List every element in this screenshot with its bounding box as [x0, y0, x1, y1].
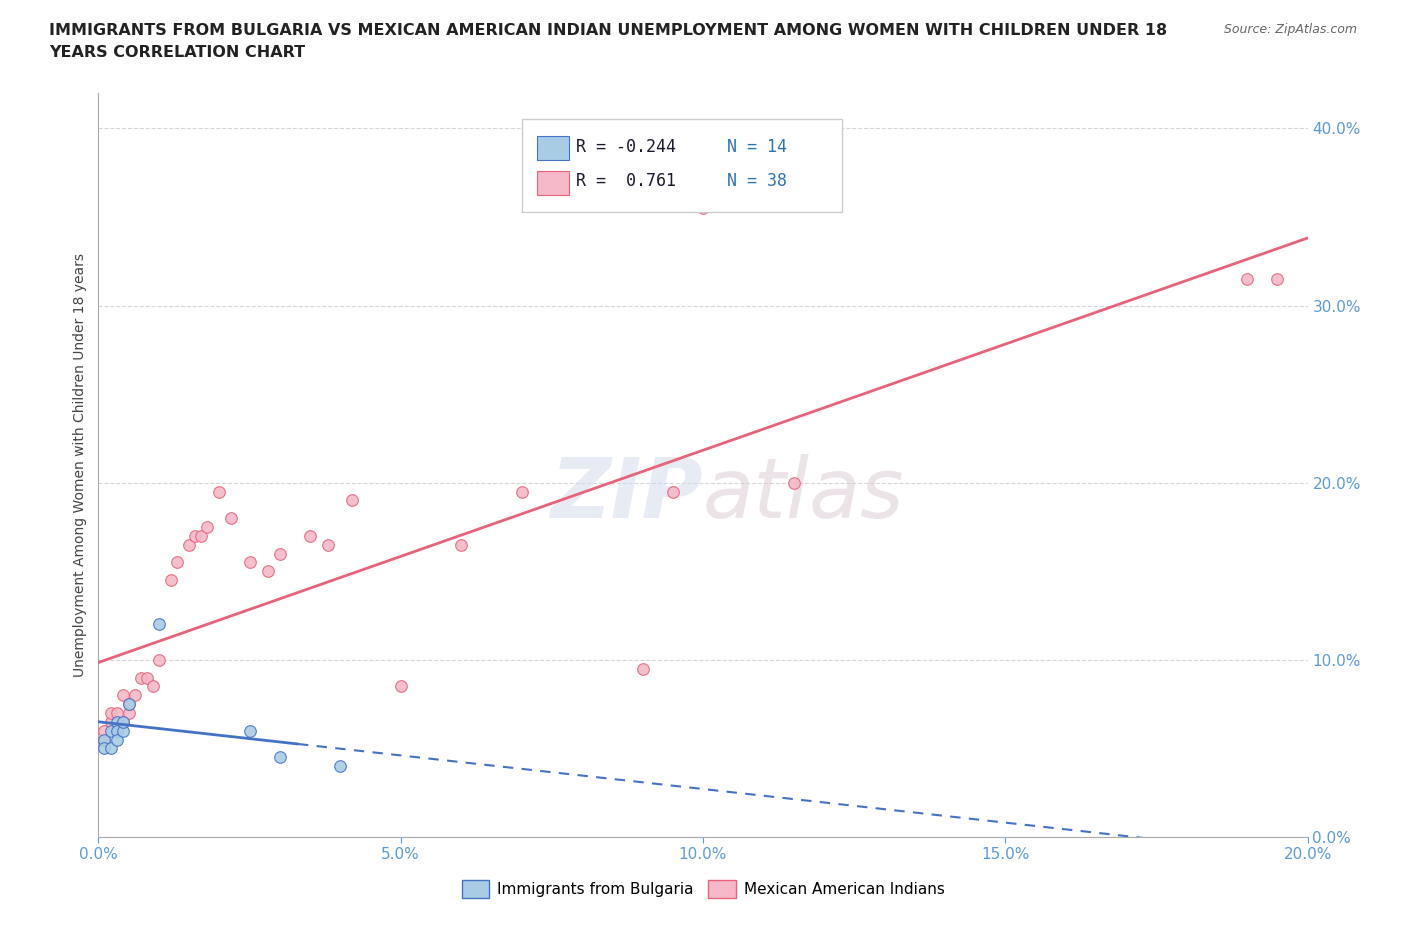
Y-axis label: Unemployment Among Women with Children Under 18 years: Unemployment Among Women with Children U…	[73, 253, 87, 677]
Text: N = 14: N = 14	[727, 138, 787, 155]
Point	[208, 485, 231, 499]
Point	[129, 671, 152, 685]
Text: Source: ZipAtlas.com: Source: ZipAtlas.com	[1223, 23, 1357, 36]
Text: ZIP: ZIP	[550, 454, 703, 536]
Point	[111, 714, 134, 729]
Point	[239, 724, 262, 738]
Point	[148, 653, 170, 668]
Text: N = 38: N = 38	[727, 172, 787, 190]
Point	[692, 201, 714, 216]
Point	[269, 546, 291, 561]
Point	[100, 714, 122, 729]
Point	[105, 714, 128, 729]
Point	[118, 697, 141, 711]
FancyBboxPatch shape	[537, 136, 569, 160]
Point	[299, 528, 322, 543]
Text: R = -0.244: R = -0.244	[576, 138, 676, 155]
Point	[389, 679, 412, 694]
Text: IMMIGRANTS FROM BULGARIA VS MEXICAN AMERICAN INDIAN UNEMPLOYMENT AMONG WOMEN WIT: IMMIGRANTS FROM BULGARIA VS MEXICAN AMER…	[49, 23, 1167, 38]
Point	[105, 724, 128, 738]
Point	[329, 759, 352, 774]
Point	[661, 485, 683, 499]
Point	[195, 520, 218, 535]
Point	[142, 679, 165, 694]
Point	[450, 538, 472, 552]
Point	[190, 528, 212, 543]
Point	[783, 475, 806, 490]
Point	[269, 750, 291, 764]
Point	[100, 741, 122, 756]
Point	[124, 688, 146, 703]
Point	[111, 688, 134, 703]
Point	[179, 538, 201, 552]
Point	[93, 732, 115, 747]
Point	[105, 732, 128, 747]
Point	[93, 732, 115, 747]
FancyBboxPatch shape	[522, 119, 842, 212]
Point	[1236, 272, 1258, 286]
Point	[1267, 272, 1289, 286]
Point	[105, 706, 128, 721]
Point	[256, 564, 278, 578]
Text: YEARS CORRELATION CHART: YEARS CORRELATION CHART	[49, 45, 305, 60]
Point	[221, 511, 243, 525]
Point	[148, 617, 170, 631]
Point	[166, 555, 188, 570]
Point	[239, 555, 262, 570]
Point	[93, 724, 115, 738]
Point	[316, 538, 339, 552]
Text: atlas: atlas	[703, 454, 904, 536]
Legend: Immigrants from Bulgaria, Mexican American Indians: Immigrants from Bulgaria, Mexican Americ…	[456, 874, 950, 904]
Point	[100, 724, 122, 738]
Point	[100, 706, 122, 721]
FancyBboxPatch shape	[537, 171, 569, 195]
Point	[93, 741, 115, 756]
Point	[105, 724, 128, 738]
Point	[184, 528, 207, 543]
Point	[631, 661, 654, 676]
Point	[135, 671, 157, 685]
Point	[118, 706, 141, 721]
Point	[510, 485, 533, 499]
Point	[160, 573, 183, 588]
Text: R =  0.761: R = 0.761	[576, 172, 676, 190]
Point	[111, 724, 134, 738]
Point	[118, 697, 141, 711]
Point	[342, 493, 364, 508]
Point	[111, 714, 134, 729]
